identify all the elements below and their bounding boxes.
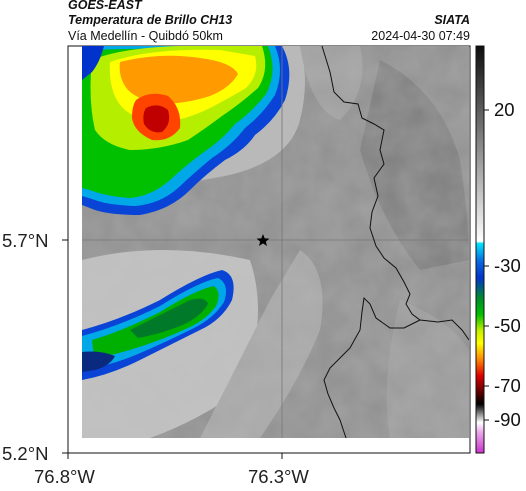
colorbar-tick-20: 20 [494,99,515,120]
department-boundary [321,46,469,341]
colorbar-tick-minus50: -50 [494,315,521,336]
colorbar [475,45,485,454]
lon-label-76-8: 76.8°W [34,466,95,487]
star-icon [256,234,270,246]
route-label: Vía Medellín - Quibdó 50km [68,29,223,43]
lon-label-76-3: 76.3°W [248,466,309,487]
colorbar-tick-minus90: -90 [494,409,521,430]
department-boundary-south [323,296,421,438]
colorbar-tick-minus30: -30 [494,255,521,276]
colorbar-tick-minus70: -70 [494,375,521,396]
product-title: Temperatura de Brillo CH13 [68,13,233,27]
satellite-label: GOES-EAST [68,0,142,12]
lat-label-5-2: 5.2°N [2,443,49,464]
source-label: SIATA [434,13,470,27]
lat-label-5-7: 5.7°N [2,230,49,251]
datetime-label: 2024-04-30 07:49 [371,29,470,43]
satellite-imagery [82,46,469,438]
